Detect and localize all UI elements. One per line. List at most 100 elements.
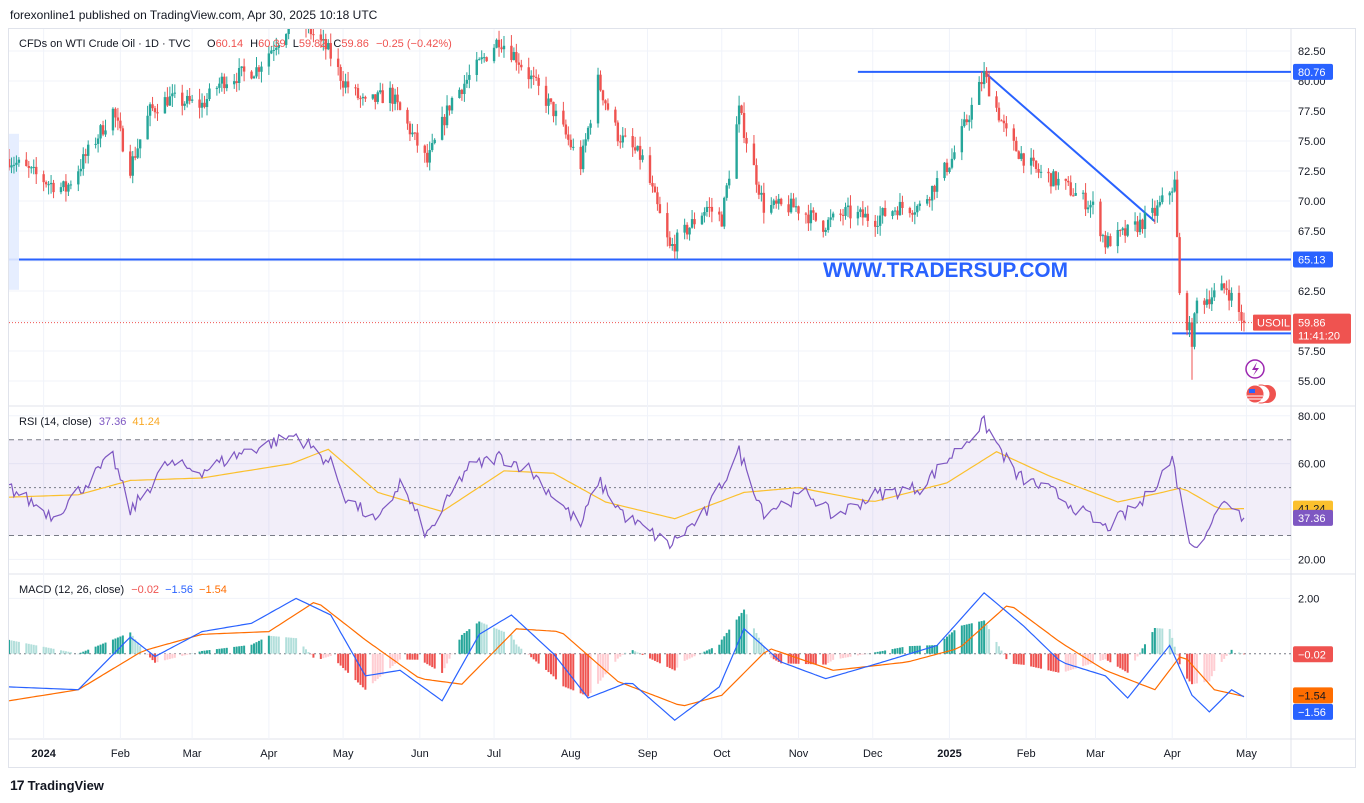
macd-histogram-bar[interactable] [146, 653, 149, 655]
macd-histogram-bar[interactable] [1161, 628, 1164, 654]
candle-body[interactable] [235, 81, 238, 83]
macd-histogram-bar[interactable] [215, 649, 218, 654]
candle-body[interactable] [1161, 195, 1164, 203]
macd-histogram-bar[interactable] [255, 642, 258, 654]
candle-body[interactable] [624, 135, 627, 137]
macd-histogram-bar[interactable] [498, 629, 501, 654]
macd-histogram-bar[interactable] [1124, 653, 1127, 672]
macd-histogram-bar[interactable] [1121, 653, 1124, 670]
macd-histogram-bar[interactable] [347, 653, 350, 673]
candle-body[interactable] [1012, 128, 1016, 141]
macd-histogram-bar[interactable] [163, 653, 166, 661]
macd-histogram-bar[interactable] [64, 651, 67, 654]
candle-body[interactable] [723, 197, 726, 227]
macd-histogram-bar[interactable] [579, 653, 582, 694]
macd-histogram-bar[interactable] [1188, 653, 1191, 682]
candle-body[interactable] [448, 105, 451, 111]
macd-histogram-bar[interactable] [1005, 653, 1008, 660]
candle-body[interactable] [933, 185, 936, 192]
macd-histogram-bar[interactable] [846, 653, 849, 658]
candle-body[interactable] [589, 123, 592, 128]
macd-histogram-bar[interactable] [233, 646, 236, 654]
candle-body[interactable] [621, 135, 624, 143]
macd-histogram-bar[interactable] [260, 639, 263, 654]
macd-histogram-bar[interactable] [1109, 653, 1112, 663]
candle-body[interactable] [742, 112, 746, 138]
macd-histogram-bar[interactable] [337, 653, 340, 664]
macd-histogram-bar[interactable] [87, 649, 90, 654]
candle-body[interactable] [1054, 171, 1058, 186]
candle-body[interactable] [1225, 288, 1228, 290]
candle-body[interactable] [896, 210, 899, 216]
candle-body[interactable] [1158, 202, 1162, 206]
candle-body[interactable] [1210, 297, 1214, 305]
rsi-line[interactable] [9, 414, 1245, 550]
macd-histogram-bar[interactable] [842, 653, 845, 659]
macd-histogram-bar[interactable] [94, 646, 97, 654]
macd-histogram-bar[interactable] [198, 651, 201, 654]
candle-body[interactable] [433, 139, 436, 144]
macd-histogram-bar[interactable] [728, 629, 731, 654]
candle-body[interactable] [27, 166, 30, 168]
candle-body[interactable] [25, 159, 28, 167]
macd-histogram-bar[interactable] [584, 653, 587, 696]
candle-body[interactable] [770, 205, 773, 213]
macd-histogram-bar[interactable] [1228, 652, 1231, 654]
candle-body[interactable] [930, 185, 934, 201]
rsi-legend[interactable]: RSI (14, close) 37.36 41.24 [19, 416, 160, 428]
macd-histogram-bar[interactable] [676, 653, 679, 668]
candle-body[interactable] [1153, 207, 1157, 216]
candle-body[interactable] [1074, 192, 1077, 196]
candle-body[interactable] [205, 99, 209, 108]
candle-body[interactable] [616, 122, 620, 142]
candle-body[interactable] [599, 74, 602, 91]
candle-body[interactable] [1171, 191, 1174, 193]
candle-body[interactable] [797, 206, 800, 214]
macd-histogram-bar[interactable] [1064, 653, 1067, 672]
macd-histogram-bar[interactable] [1193, 653, 1196, 684]
candle-body[interactable] [114, 108, 117, 118]
macd-histogram-bar[interactable] [10, 640, 13, 654]
macd-histogram-bar[interactable] [718, 644, 721, 654]
macd-histogram-bar[interactable] [1017, 653, 1020, 665]
macd-histogram-bar[interactable] [743, 609, 746, 654]
macd-histogram-bar[interactable] [411, 653, 414, 660]
macd-histogram-bar[interactable] [25, 643, 28, 654]
macd-histogram-bar[interactable] [322, 653, 325, 659]
candle-body[interactable] [42, 174, 45, 183]
macd-histogram-bar[interactable] [988, 629, 991, 654]
candle-body[interactable] [1151, 207, 1154, 213]
candle-body[interactable] [950, 158, 954, 168]
candle-body[interactable] [916, 206, 919, 213]
macd-histogram-bar[interactable] [1205, 653, 1208, 682]
macd-histogram-bar[interactable] [1191, 653, 1194, 685]
macd-histogram-bar[interactable] [824, 653, 827, 665]
candle-body[interactable] [460, 89, 464, 95]
macd-histogram-bar[interactable] [253, 643, 256, 654]
candle-body[interactable] [67, 184, 70, 192]
macd-histogram-bar[interactable] [1092, 653, 1095, 664]
macd-histogram-bar[interactable] [428, 653, 431, 666]
candle-body[interactable] [666, 213, 669, 238]
lightning-icon[interactable] [1245, 359, 1265, 379]
macd-histogram-bar[interactable] [530, 653, 533, 658]
candle-body[interactable] [1193, 313, 1196, 347]
macd-histogram-bar[interactable] [649, 653, 651, 659]
macd-histogram-bar[interactable] [881, 650, 884, 654]
candle-body[interactable] [111, 108, 115, 131]
macd-histogram-bar[interactable] [30, 644, 33, 654]
candle-body[interactable] [327, 43, 330, 50]
macd-histogram-bar[interactable] [911, 645, 914, 654]
candle-body[interactable] [220, 76, 224, 84]
candle-body[interactable] [416, 132, 419, 146]
macd-histogram-bar[interactable] [463, 632, 466, 654]
candle-body[interactable] [9, 159, 11, 168]
candle-body[interactable] [656, 192, 659, 205]
macd-histogram-bar[interactable] [564, 653, 567, 688]
candle-body[interactable] [379, 90, 382, 93]
candle-body[interactable] [1121, 228, 1124, 231]
candle-body[interactable] [188, 95, 191, 101]
candle-body[interactable] [171, 93, 174, 97]
macd-histogram-bar[interactable] [389, 653, 392, 669]
candle-body[interactable] [876, 225, 879, 227]
